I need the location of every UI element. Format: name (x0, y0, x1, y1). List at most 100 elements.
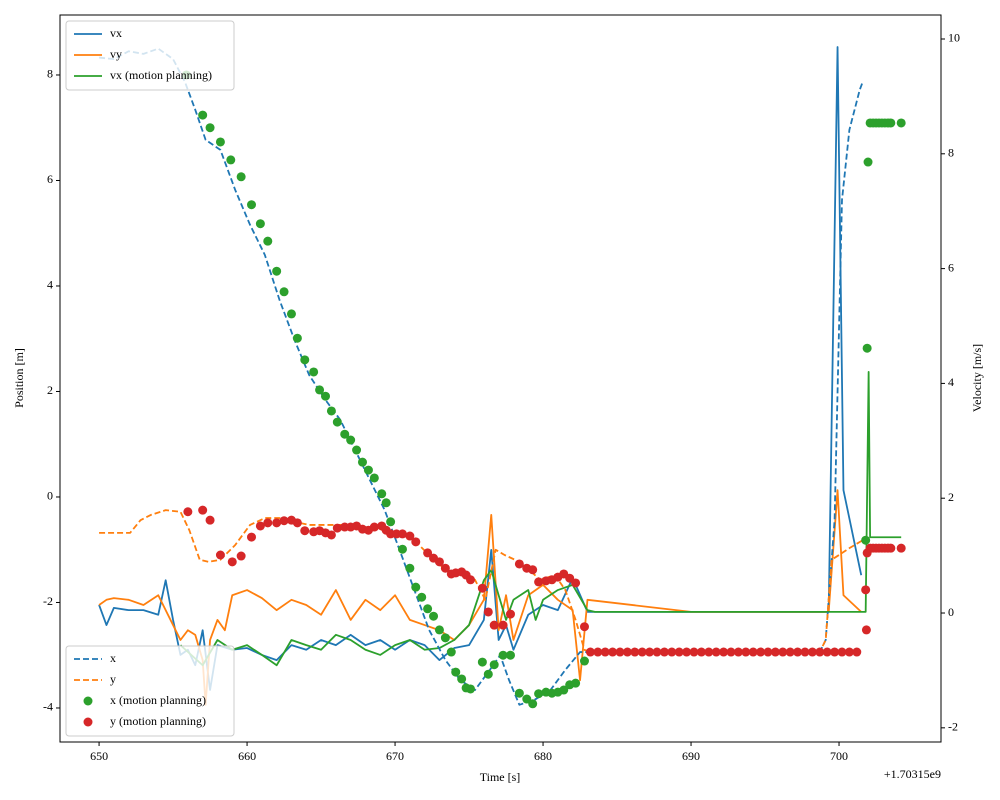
series-point (315, 385, 325, 395)
series-point (381, 498, 391, 508)
series-point (622, 647, 632, 657)
series-point (272, 518, 282, 528)
series-point (205, 123, 215, 133)
series-point (733, 647, 743, 657)
series-point (255, 521, 265, 531)
series-point (593, 647, 603, 657)
series-point (198, 110, 208, 120)
x-tick-label: 660 (238, 749, 256, 763)
legend-label: y (110, 672, 116, 686)
legend-box (65, 645, 235, 737)
series-point (667, 647, 677, 657)
series-point (457, 674, 467, 684)
series-point (830, 647, 840, 657)
series-point (861, 585, 871, 595)
series-point (423, 548, 433, 558)
legend-swatch (83, 696, 93, 706)
series-point (263, 518, 273, 528)
series-point (863, 157, 873, 167)
series-point (255, 219, 265, 229)
y-tick-label: 4 (47, 278, 53, 292)
series-point (689, 647, 699, 657)
series-point (608, 647, 618, 657)
series-point (862, 343, 872, 353)
y-tick-label: -2 (43, 594, 53, 608)
series-point (369, 473, 379, 483)
series-point (505, 650, 515, 660)
series-point (652, 647, 662, 657)
series-point (800, 647, 810, 657)
series-point (763, 647, 773, 657)
series-point (215, 137, 225, 147)
series-point (785, 647, 795, 657)
series-point (793, 647, 803, 657)
series-point (719, 647, 729, 657)
series-point (528, 699, 538, 709)
y-tick-label: 0 (47, 489, 53, 503)
series-point (205, 515, 215, 525)
series-line (98, 46, 863, 691)
series-point (748, 647, 758, 657)
y-tick-label: 6 (47, 172, 53, 186)
series-point (215, 550, 225, 560)
series-point (615, 647, 625, 657)
y2-tick-label: 4 (948, 375, 954, 389)
series-point (861, 535, 871, 545)
series-point (682, 647, 692, 657)
series-point (227, 557, 237, 567)
x-tick-label: 650 (90, 749, 108, 763)
x-offset-label: +1.70315e9 (884, 767, 941, 781)
series-point (247, 532, 257, 542)
series-point (741, 647, 751, 657)
series-point (528, 565, 538, 575)
series-point (778, 647, 788, 657)
series-point (756, 647, 766, 657)
series-point (815, 647, 825, 657)
series-point (534, 577, 544, 587)
series-point (397, 529, 407, 539)
series-point (369, 522, 379, 532)
y2-tick-label: 6 (948, 260, 954, 274)
x-tick-label: 670 (386, 749, 404, 763)
series-point (405, 531, 415, 541)
series-point (822, 647, 832, 657)
series-point (405, 563, 415, 573)
series-point (498, 650, 508, 660)
series-point (674, 647, 684, 657)
series-point (236, 172, 246, 182)
series-point (571, 578, 581, 588)
series-point (696, 647, 706, 657)
x-tick-label: 700 (830, 749, 848, 763)
series-point (446, 647, 456, 657)
legend-label: vy (110, 47, 122, 61)
series-point (198, 505, 208, 515)
y2-tick-label: 10 (948, 31, 960, 45)
series-line (98, 489, 862, 706)
series-point (896, 118, 906, 128)
y2-axis-label: Velocity [m/s] (970, 344, 984, 412)
series-point (896, 543, 906, 553)
series-point (440, 633, 450, 643)
series-point (263, 236, 273, 246)
series-point (514, 688, 524, 698)
series-point (837, 647, 847, 657)
series-point (505, 609, 515, 619)
series-point (886, 543, 896, 553)
x-tick-label: 690 (682, 749, 700, 763)
y2-tick-label: 2 (948, 490, 954, 504)
y2-tick-label: 0 (948, 605, 954, 619)
series-point (411, 582, 421, 592)
series-point (711, 647, 721, 657)
series-point (477, 657, 487, 667)
series-point (466, 684, 476, 694)
series-point (489, 620, 499, 630)
series-point (489, 660, 499, 670)
series-point (726, 647, 736, 657)
legend-label: y (motion planning) (110, 714, 206, 728)
series-point (292, 333, 302, 343)
y-tick-label: -4 (43, 700, 53, 714)
series-point (286, 309, 296, 319)
series-point (340, 429, 350, 439)
